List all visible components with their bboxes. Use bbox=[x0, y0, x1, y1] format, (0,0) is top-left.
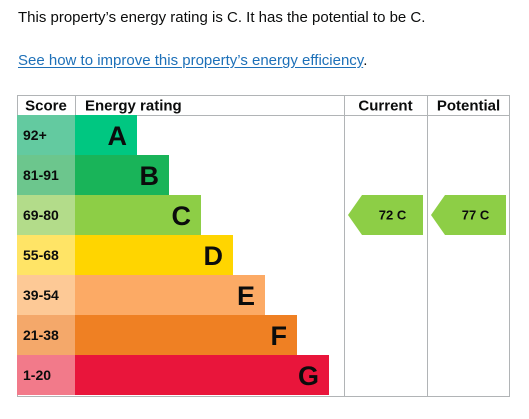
rating-letter-g: G bbox=[298, 361, 319, 391]
score-cell-d bbox=[17, 235, 75, 275]
score-label-d: 55-68 bbox=[23, 247, 59, 263]
rating-letter-e: E bbox=[237, 281, 255, 311]
energy-rating-chart: Score Energy rating Current Potential 92+ A 81… bbox=[17, 95, 510, 397]
current-arrow bbox=[348, 195, 423, 235]
score-label-b: 81-91 bbox=[23, 167, 59, 183]
rating-letter-d: D bbox=[204, 241, 224, 271]
link-trailing-period: . bbox=[363, 52, 368, 69]
potential-rating-label: 77 C bbox=[462, 208, 490, 223]
rating-bar-f bbox=[75, 315, 297, 355]
score-cell-f bbox=[17, 315, 75, 355]
rating-letter-f: F bbox=[271, 321, 288, 351]
rating-bar-g bbox=[75, 355, 329, 395]
score-cell-e bbox=[17, 275, 75, 315]
rating-bar-b bbox=[75, 155, 169, 195]
energy-rating-chart-svg: Score Energy rating Current Potential 92+ A 81… bbox=[17, 95, 510, 397]
score-label-c: 69-80 bbox=[23, 207, 59, 223]
score-cell-a bbox=[17, 115, 75, 155]
score-label-g: 1-20 bbox=[23, 367, 51, 383]
rating-bar-c bbox=[75, 195, 201, 235]
rating-bar-d bbox=[75, 235, 233, 275]
rating-bar-e bbox=[75, 275, 265, 315]
score-cell-c bbox=[17, 195, 75, 235]
rating-bar-a bbox=[75, 115, 137, 155]
score-label-e: 39-54 bbox=[23, 287, 59, 303]
rating-letter-c: C bbox=[172, 201, 192, 231]
potential-header: Potential bbox=[437, 98, 500, 115]
potential-arrow bbox=[431, 195, 506, 235]
score-label-a: 92+ bbox=[23, 127, 47, 143]
improve-efficiency-paragraph: See how to improve this property’s energ… bbox=[18, 51, 367, 71]
current-rating-label: 72 C bbox=[379, 208, 407, 223]
score-cell-g bbox=[17, 355, 75, 395]
score-label-f: 21-38 bbox=[23, 327, 59, 343]
rating-letter-a: A bbox=[108, 121, 128, 151]
rating-letter-b: B bbox=[140, 161, 160, 191]
improve-efficiency-link[interactable]: See how to improve this property’s energ… bbox=[18, 52, 364, 69]
current-header: Current bbox=[358, 98, 412, 115]
energy-rating-summary: This property’s energy rating is C. It h… bbox=[18, 9, 426, 26]
score-cell-b bbox=[17, 155, 75, 195]
score-header: Score bbox=[25, 98, 67, 115]
energy-rating-header: Energy rating bbox=[85, 98, 182, 115]
